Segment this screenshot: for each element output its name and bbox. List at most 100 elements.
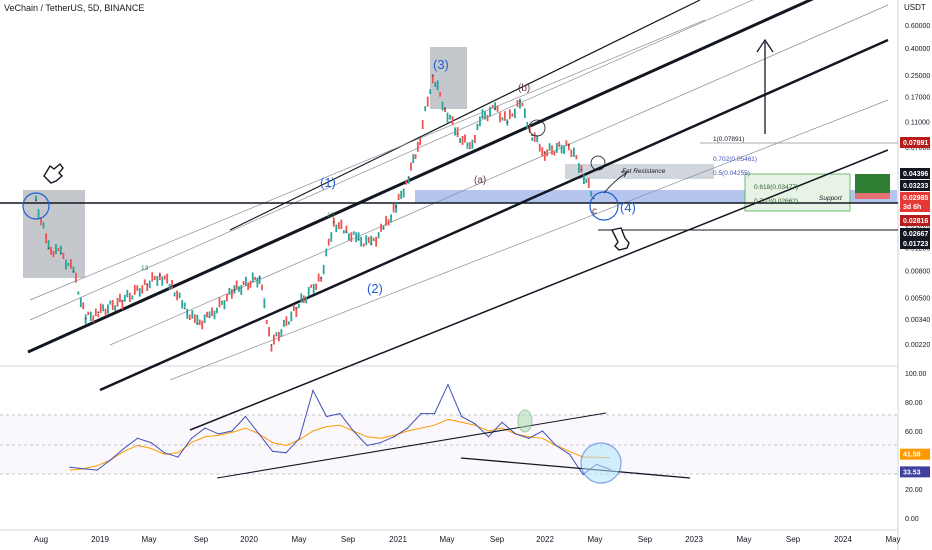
- price-candle: [526, 121, 529, 129]
- price-candle: [302, 295, 305, 304]
- price-candle: [77, 291, 80, 295]
- price-candle: [297, 303, 300, 309]
- price-candle: [168, 283, 171, 290]
- rsi-point: [366, 444, 368, 447]
- price-candle: [441, 101, 444, 111]
- rsi-point: [271, 450, 274, 452]
- price-candle: [295, 307, 298, 317]
- price-candle: [176, 290, 179, 301]
- price-candle: [273, 334, 275, 345]
- price-candle: [416, 141, 419, 152]
- price-candle: [133, 284, 136, 295]
- price-candle: [501, 117, 504, 121]
- price-candle: [181, 300, 184, 309]
- rsi-tick-label: 0.00: [905, 516, 919, 523]
- rsi-badge-text: 33.53: [903, 469, 921, 476]
- rsi-point: [447, 384, 449, 386]
- price-candle: [543, 151, 546, 161]
- price-candle: [567, 143, 570, 151]
- price-badge-text: 0.02816: [903, 218, 928, 225]
- price-candle: [251, 272, 254, 283]
- price-candle: [186, 308, 189, 319]
- price-candle: [307, 286, 310, 297]
- price-candle: [471, 139, 474, 149]
- price-point: [183, 307, 186, 310]
- rsi-point: [582, 473, 584, 476]
- price-point: [146, 283, 149, 286]
- time-tick-label: May: [736, 535, 751, 544]
- price-candle: [216, 307, 218, 314]
- price-point: [456, 132, 459, 135]
- price-candle: [426, 96, 429, 107]
- price-candle: [183, 302, 186, 307]
- time-tick-label: May: [587, 535, 602, 544]
- price-tick-label: 0.60000: [905, 23, 930, 30]
- price-candle: [62, 252, 65, 260]
- rsi-point: [96, 469, 98, 471]
- rsi-pane[interactable]: [0, 383, 898, 484]
- wave-3-label: (3): [433, 57, 449, 72]
- price-candle: [464, 134, 466, 143]
- price-candle: [265, 319, 268, 325]
- price-candle: [531, 137, 534, 141]
- price-candle: [400, 190, 403, 199]
- price-candle: [541, 147, 544, 157]
- price-candle: [268, 327, 270, 337]
- time-tick-label: 2021: [389, 535, 407, 544]
- price-candle: [370, 235, 373, 246]
- price-tick-label: 0.25000: [905, 73, 930, 80]
- price-candle: [153, 275, 156, 281]
- price-point: [171, 285, 174, 288]
- price-candle: [345, 225, 348, 234]
- price-candle: [533, 132, 536, 143]
- price-badge-text: 0.01723: [903, 241, 928, 248]
- price-candle: [109, 300, 112, 305]
- price-candle: [191, 310, 194, 319]
- rsi-tick-label: 20.00: [905, 487, 923, 494]
- wave-3-top-zone: [430, 47, 467, 109]
- price-point: [370, 242, 373, 245]
- price-candle: [558, 141, 561, 148]
- price-candle: [451, 116, 454, 126]
- price-candle: [585, 178, 588, 183]
- price-candle: [42, 222, 45, 229]
- price-candle: [148, 280, 151, 289]
- price-badge-text: 0.03233: [903, 183, 928, 190]
- price-candle: [355, 232, 358, 243]
- price-badge: [900, 168, 930, 179]
- price-candle: [188, 314, 191, 321]
- price-candle: [72, 266, 75, 273]
- time-axis: Aug 2019 May Sep 2020 May Sep 2021 May Sep 2022 May…: [34, 535, 901, 544]
- price-candle: [380, 223, 382, 232]
- price-candle: [484, 111, 486, 120]
- price-candle: [496, 105, 499, 112]
- price-candle: [203, 314, 206, 323]
- rsi-point: [231, 430, 233, 432]
- rsi-point: [379, 442, 382, 444]
- price-candle: [590, 191, 593, 197]
- price-candle: [151, 272, 154, 282]
- time-tick-label: Sep: [490, 535, 505, 544]
- rsi-point: [109, 459, 112, 461]
- price-candle: [578, 163, 580, 174]
- price-candle: [173, 292, 176, 297]
- price-candle: [407, 177, 410, 184]
- up-arrow-icon: [756, 38, 774, 134]
- price-candle: [99, 303, 102, 314]
- price-candle: [367, 236, 370, 244]
- price-candle: [528, 125, 531, 133]
- rsi-point: [528, 437, 530, 439]
- price-candle: [347, 233, 350, 241]
- price-candle: [385, 215, 387, 226]
- price-point: [567, 144, 570, 147]
- price-candle: [523, 108, 526, 119]
- price-candle: [489, 106, 491, 117]
- rsi-point: [312, 389, 314, 391]
- price-candle: [459, 138, 461, 143]
- rsi-point: [393, 436, 395, 438]
- price-candle: [228, 287, 231, 295]
- price-candle: [503, 111, 506, 121]
- price-candle: [476, 123, 479, 131]
- price-candle: [158, 272, 161, 281]
